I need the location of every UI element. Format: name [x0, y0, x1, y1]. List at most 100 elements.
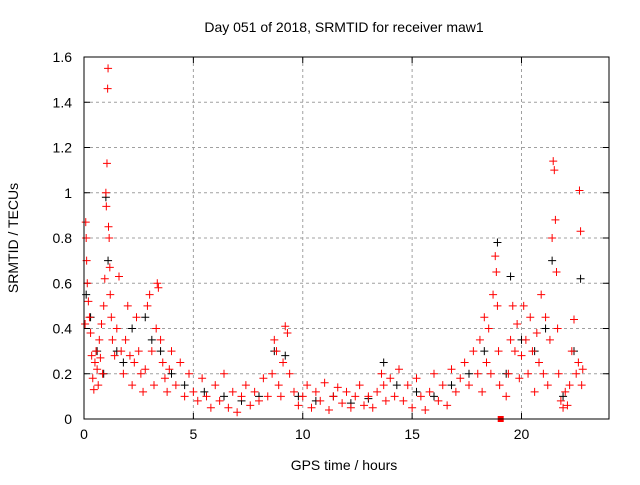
data-point-red [530, 387, 539, 396]
data-point-red [360, 401, 368, 410]
data-point-red [460, 358, 469, 367]
data-point-red [104, 222, 113, 231]
data-point-red [567, 347, 576, 356]
data-point-red [99, 301, 108, 310]
data-point-red [107, 313, 116, 322]
data-point-red [425, 387, 434, 396]
data-point-red [97, 319, 106, 328]
data-point-red [346, 403, 355, 412]
data-point-red [576, 227, 585, 236]
data-point-red [550, 166, 559, 175]
data-point-red [228, 387, 237, 396]
data-point-red [270, 335, 279, 344]
data-point-red [180, 392, 189, 401]
data-point-red [294, 401, 303, 410]
x-tick-label: 20 [514, 426, 530, 442]
y-tick-label: 0.4 [53, 321, 73, 337]
data-point-black [104, 256, 113, 265]
data-point-red [105, 263, 114, 272]
data-point-red [403, 381, 412, 390]
chart-title: Day 051 of 2018, SRMTID for receiver maw… [204, 19, 484, 35]
data-point-red [526, 313, 535, 322]
data-point-red [83, 279, 92, 288]
data-point-red [130, 358, 139, 367]
y-tick-label: 1 [64, 185, 72, 201]
data-point-red [351, 392, 360, 401]
data-point-red [101, 188, 110, 197]
data-point-red [364, 392, 373, 401]
data-point-red [276, 392, 285, 401]
data-point-red [519, 301, 528, 310]
data-point-red [535, 358, 543, 367]
data-point-red [390, 392, 399, 401]
data-point-red [379, 381, 388, 390]
data-point-red [283, 329, 292, 338]
data-point-red [320, 378, 329, 387]
data-point-red [224, 403, 233, 412]
data-point-black [156, 347, 165, 356]
data-point-red [570, 315, 578, 324]
data-point-red [551, 215, 560, 224]
data-point-red [132, 313, 141, 322]
data-point-red [399, 396, 408, 405]
data-point-red [143, 301, 152, 310]
data-point-red [528, 347, 537, 356]
data-point-black [200, 387, 209, 396]
data-point-black [379, 358, 388, 367]
data-point-black [167, 369, 176, 378]
data-point-red [167, 347, 176, 356]
data-point-red [82, 234, 91, 242]
data-point-red [325, 405, 333, 414]
data-point-red [171, 381, 180, 390]
data-point-red [206, 403, 215, 412]
data-point-black [493, 238, 502, 247]
x-tick-label: 10 [295, 426, 311, 442]
data-point-red [434, 396, 443, 405]
data-point-red [492, 267, 501, 276]
data-point-red [307, 403, 316, 412]
data-point-red [561, 387, 570, 396]
data-point-red [141, 365, 150, 374]
data-point-red [493, 301, 502, 310]
data-point-red [478, 387, 487, 396]
x-tick-label: 5 [189, 426, 197, 442]
data-point-black [447, 381, 456, 390]
data-point-red [447, 365, 456, 374]
data-point-red [93, 365, 102, 374]
data-point-red [272, 347, 281, 356]
data-point-red [575, 186, 584, 195]
data-point-red [102, 159, 111, 168]
data-point-red [539, 369, 548, 378]
tick-labels: 0 5 10 15 20 0 0.2 0.4 0.6 0.8 1 1.2 1.4 1.6 [53, 49, 530, 442]
data-point-black [147, 335, 156, 344]
data-point-red [103, 84, 112, 93]
data-point-red [545, 335, 554, 344]
data-point-black [465, 369, 473, 378]
data-point-red [578, 365, 587, 374]
data-point-red [395, 365, 403, 374]
data-point-red [333, 383, 342, 392]
data-point-red [285, 369, 294, 378]
data-point-red [263, 392, 272, 401]
data-point-red [198, 374, 207, 383]
data-point-red [119, 369, 128, 378]
data-point-red [123, 301, 132, 310]
y-axis-label: SRMTID / TECUs [5, 183, 21, 293]
data-point-red [386, 374, 395, 383]
data-point-red [95, 335, 104, 344]
data-point-red [524, 369, 533, 378]
data-point-red [506, 335, 515, 344]
data-point-red [554, 369, 563, 378]
data-point-red [89, 385, 98, 394]
data-point-red [134, 347, 143, 356]
data-point-red [105, 234, 114, 242]
data-point-red [486, 369, 495, 378]
data-point-red [98, 369, 107, 378]
data-point-black [82, 290, 91, 299]
data-point-red [215, 396, 224, 405]
data-point-red [160, 374, 169, 383]
data-point-red [338, 399, 347, 408]
data-point-red [303, 381, 312, 390]
data-points [81, 64, 587, 422]
